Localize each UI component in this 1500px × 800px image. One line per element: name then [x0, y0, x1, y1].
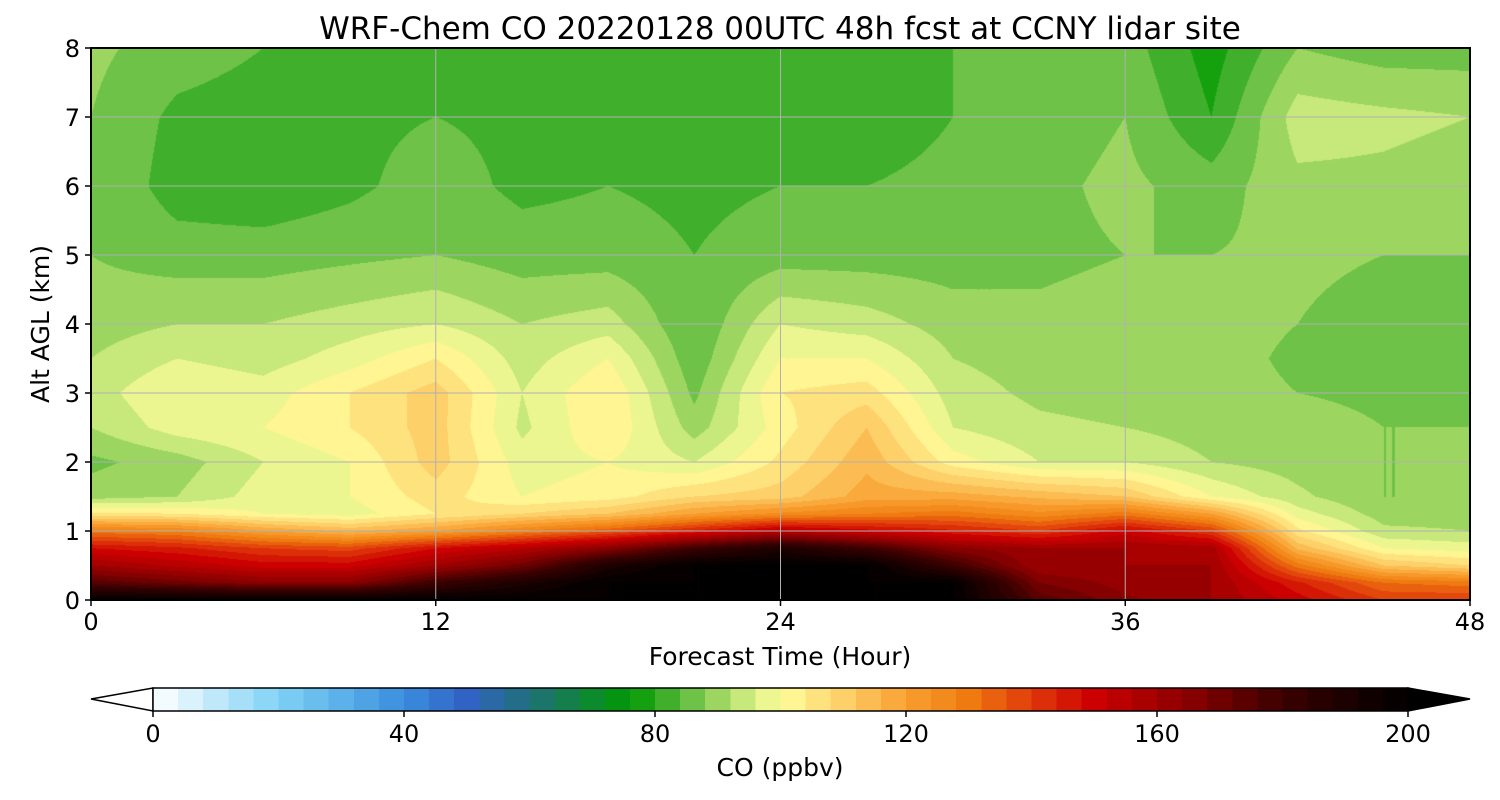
y-tick-label: 0: [65, 587, 80, 615]
y-axis-label: Alt AGL (km): [26, 245, 55, 403]
colorbar-label: CO (ppbv): [717, 753, 844, 782]
plot-area: [90, 47, 1471, 601]
x-tick-label: 24: [765, 608, 796, 636]
x-tick-label: 12: [420, 608, 451, 636]
y-tick-label: 1: [65, 518, 80, 546]
y-tick-label: 4: [65, 311, 80, 339]
y-tick-label: 2: [65, 449, 80, 477]
x-tick-label: 36: [1110, 608, 1141, 636]
y-tick-label: 8: [65, 35, 80, 63]
y-tick-label: 5: [65, 242, 80, 270]
colorbar: 0 40 80 120 160 200 CO (ppbv): [90, 687, 1471, 782]
x-tick-label: 0: [83, 608, 98, 636]
chart-title: WRF-Chem CO 20220128 00UTC 48h fcst at C…: [319, 11, 1241, 47]
colorbar-tick-label: 200: [1385, 720, 1431, 748]
colorbar-extend-low: [90, 687, 154, 712]
colorbar-tick-label: 160: [1134, 720, 1180, 748]
x-tick-label: 48: [1455, 608, 1486, 636]
colorbar-ticks: 0 40 80 120 160 200: [145, 711, 1431, 748]
y-tick-label: 6: [65, 173, 80, 201]
y-tick-label: 7: [65, 104, 80, 132]
colorbar-bar: [152, 687, 1409, 712]
colorbar-tick-label: 120: [883, 720, 929, 748]
y-axis: 0 1 2 3 4 5 6 7 8: [65, 35, 91, 615]
y-tick-label: 3: [65, 380, 80, 408]
colorbar-extend-high: [1407, 687, 1471, 712]
colorbar-tick-label: 80: [640, 720, 671, 748]
grid-lines: [91, 48, 1470, 600]
x-axis: 0 12 24 36 48: [83, 600, 1485, 636]
colorbar-tick-label: 40: [389, 720, 420, 748]
colorbar-tick-label: 0: [145, 720, 160, 748]
x-axis-label: Forecast Time (Hour): [649, 642, 912, 671]
